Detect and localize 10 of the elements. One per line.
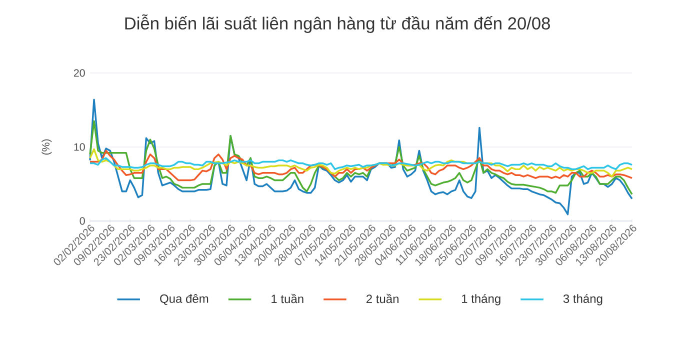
legend-label: 2 tuần bbox=[366, 294, 398, 304]
y-tick-label: 20 bbox=[74, 69, 85, 77]
y-tick-label: 10 bbox=[74, 143, 85, 151]
chart-title: Diễn biến lãi suất liên ngân hàng từ đầu năm đến 20/08 bbox=[125, 14, 550, 33]
legend-label: 1 tuần bbox=[272, 294, 304, 304]
legend-label: Qua đêm bbox=[160, 294, 208, 306]
legend-label: 3 tháng bbox=[563, 294, 602, 306]
y-tick-label: 0 bbox=[80, 217, 85, 225]
y-axis-title: (%) bbox=[42, 139, 52, 155]
legend-label: 1 tháng bbox=[462, 294, 500, 306]
